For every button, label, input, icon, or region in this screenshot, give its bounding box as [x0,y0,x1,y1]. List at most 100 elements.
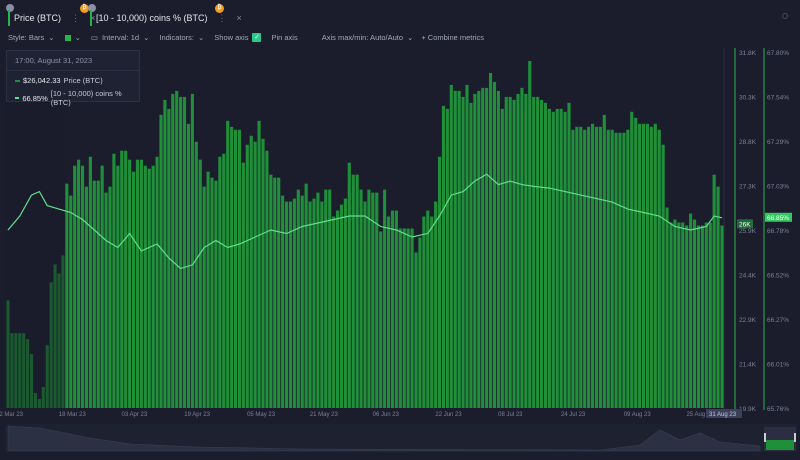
price-bar [590,123,595,409]
price-bar [202,186,206,408]
price-bar [249,135,253,408]
price-bar [335,210,340,408]
price-tick: 24.4K [739,273,757,280]
bitcoin-icon: ₿ [80,4,89,13]
tooltip-time: 17:00, August 31, 2023 [7,51,139,71]
price-bar [61,255,65,408]
navigator-handle-left[interactable] [764,433,766,442]
price-bar [261,138,265,409]
price-bar [171,93,175,408]
style-dropdown[interactable]: Style: Bars [8,33,45,42]
navigator-handle-right[interactable] [794,433,796,442]
price-bar [634,117,638,408]
price-bar [390,210,395,408]
indicators-dropdown[interactable]: Indicators: [159,33,194,42]
price-bar [386,216,391,408]
price-bar [539,99,544,409]
price-bar [324,189,328,408]
chevron-down-icon[interactable]: ⌄ [197,33,205,42]
price-bar [579,126,583,408]
tab-price[interactable]: Price (BTC) ⋮ × [8,8,95,28]
price-bar [414,252,418,408]
price-bar [477,90,481,409]
pct-tick: 67.29% [767,139,789,146]
price-bar [692,219,697,408]
tooltip-price-value: $26,042.33 [23,76,61,85]
price-bar [88,156,92,408]
axis-maxmin-dropdown[interactable]: Axis max/min: Auto/Auto [321,33,404,42]
price-bar [708,222,712,408]
price-bar [524,93,528,408]
price-bar [575,126,579,408]
price-bar [269,174,273,408]
show-axis-checkbox[interactable]: ✓ [252,33,262,42]
color-swatch[interactable] [64,34,71,41]
chevron-down-icon[interactable]: ⌄ [143,33,150,42]
price-bar [673,219,677,408]
price-tick: 22.9K [739,317,757,324]
pin-axis-toggle[interactable]: Pin axis [271,33,298,42]
price-bar [563,111,567,408]
price-bar [245,144,249,408]
price-bar [41,387,45,408]
price-bar [296,189,300,408]
price-bar [22,333,26,408]
price-bar [716,186,720,408]
navigator-area[interactable] [7,425,761,452]
settings-icon[interactable] [782,13,788,19]
chevron-down-icon[interactable]: ⌄ [407,33,414,42]
price-bar [194,141,198,408]
price-bar [583,129,587,409]
price-bar [139,159,143,408]
chevron-down-icon[interactable]: ⌄ [48,33,55,42]
price-bar [602,114,606,408]
price-bar [398,228,402,408]
close-icon[interactable]: × [236,13,242,23]
price-bar [29,354,34,408]
chevron-down-icon[interactable]: ⌄ [74,33,81,42]
interval-dropdown[interactable]: Interval: 1d [101,33,140,42]
price-bar [704,222,708,408]
navigator-window-bars[interactable] [766,440,794,450]
price-bar [226,120,230,408]
price-bar [689,213,693,408]
price-bar [347,162,351,408]
more-icon[interactable]: ⋮ [71,12,80,23]
price-bar [434,201,438,408]
price-bar [233,129,238,409]
pct-tick: 66.01% [767,362,789,369]
legend-swatch [15,97,20,99]
price-bar [638,123,642,409]
crosshair-date-label: 31 Aug 23 [709,412,737,418]
price-bar [685,225,689,408]
price-bar [367,189,371,408]
combine-metrics-button[interactable]: + Combine metrics [421,33,485,42]
price-tick: 19.9K [739,406,757,413]
price-bar [375,192,379,408]
x-tick: 18 Mar 23 [59,412,87,418]
close-icon[interactable]: × [90,13,96,23]
price-bar [237,129,242,409]
price-bar [622,132,626,408]
price-bar [128,159,132,408]
price-bar [394,210,398,408]
price-bar [206,171,210,408]
price-bar [343,198,347,408]
price-bar [159,114,163,408]
price-bar [65,183,69,408]
price-bar [108,186,112,408]
price-bar [26,339,30,408]
price-bar [461,96,465,408]
x-tick: 05 May 23 [247,412,276,418]
price-bar [151,165,155,408]
lock-icon [6,4,14,12]
price-bar [555,108,559,409]
price-bar [594,126,599,408]
price-bar [720,225,724,408]
price-current-label: 26K [739,221,751,228]
tab-coins-percent[interactable]: [10 - 10,000) coins % (BTC) ⋮ × [90,8,242,28]
price-bar [155,156,159,408]
more-icon[interactable]: ⋮ [217,12,227,23]
price-bar [457,90,461,409]
